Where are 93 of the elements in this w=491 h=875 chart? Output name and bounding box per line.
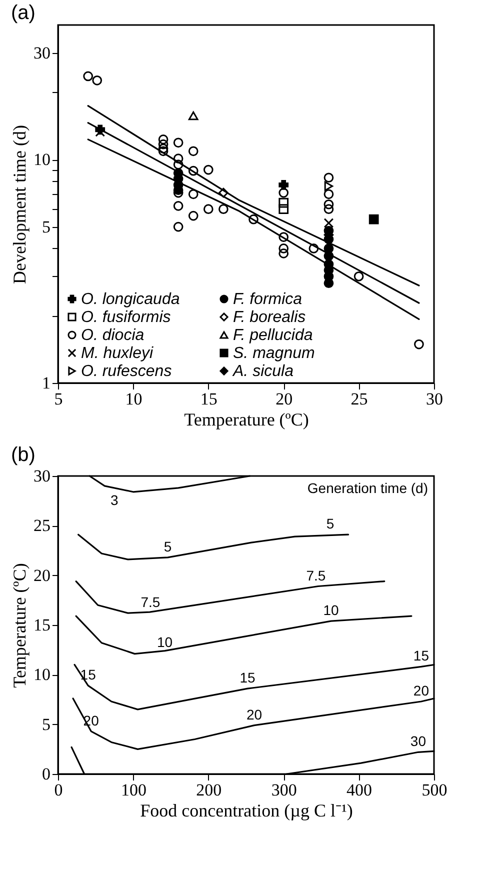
- x-tick-label: 20: [276, 390, 293, 408]
- y-axis-title: Development time (d): [10, 125, 30, 284]
- x-axis-title: Food concentration (µg C l⁻¹): [140, 800, 353, 820]
- point: [203, 204, 214, 214]
- x-tick-label: 300: [271, 780, 297, 800]
- point: [414, 339, 424, 350]
- point: [173, 160, 184, 170]
- legend-label: O. fusiformis: [81, 309, 171, 326]
- y-tick-label: 5: [42, 217, 50, 236]
- point: [278, 188, 289, 198]
- annotation: 5: [326, 516, 334, 532]
- annotation: 30: [410, 733, 426, 750]
- point: [158, 134, 168, 144]
- point: [188, 210, 198, 221]
- y-tick-label: 15: [34, 616, 50, 634]
- x-tick-label: 100: [120, 780, 146, 800]
- point: [218, 204, 228, 214]
- y-axis-title: Temperature (ºC): [10, 563, 30, 688]
- point: [173, 222, 184, 232]
- line-series: [75, 580, 386, 614]
- chart-title: (a): [11, 2, 36, 24]
- legend-label: M. huxleyi: [81, 345, 154, 362]
- annotation: 7.5: [140, 594, 160, 610]
- annotation: 20: [413, 682, 430, 698]
- point: [188, 146, 198, 156]
- y-tick-label: 10: [34, 150, 50, 170]
- annotation: 15: [240, 670, 256, 686]
- point: [173, 154, 184, 164]
- point: [368, 214, 379, 224]
- point: [188, 166, 198, 176]
- legend-label: O. diocia: [81, 327, 144, 344]
- legend-label: F. formica: [233, 291, 302, 308]
- x-tick-label: 30: [426, 390, 443, 408]
- y-tick-label: 20: [34, 566, 50, 585]
- line-series: [75, 615, 412, 655]
- point: [324, 199, 334, 210]
- point: [248, 214, 258, 224]
- point: [158, 139, 168, 150]
- legend-label: F. pellucida: [233, 327, 313, 344]
- point: [324, 181, 334, 192]
- point: [188, 111, 198, 120]
- point: [83, 71, 94, 82]
- y-tick-label: 25: [34, 516, 50, 536]
- y-tick-label: 10: [34, 665, 50, 684]
- point: [354, 271, 364, 282]
- point: [324, 189, 334, 200]
- x-tick-label: 5: [54, 390, 63, 408]
- point: [203, 164, 214, 175]
- annotation: 10: [156, 634, 173, 650]
- point: [324, 204, 334, 214]
- point: [278, 204, 289, 214]
- legend-label: O. rufescens: [81, 363, 172, 380]
- annotation: 15: [413, 648, 430, 664]
- line-series: [78, 534, 350, 560]
- y-tick-label: 30: [34, 466, 50, 486]
- point: [173, 138, 184, 148]
- annotation: 15: [80, 666, 96, 683]
- annotation: 5: [164, 538, 172, 554]
- y-tick-label: 5: [42, 714, 50, 734]
- point: [278, 244, 289, 254]
- y-tick-label: 30: [34, 43, 50, 62]
- chart-title: (b): [11, 444, 36, 466]
- x-tick-label: 400: [346, 780, 372, 800]
- x-tick-label: 15: [200, 390, 218, 408]
- x-tick-label: 500: [422, 780, 448, 800]
- point: [173, 201, 184, 211]
- point: [188, 189, 198, 200]
- point: [324, 172, 334, 183]
- legend-label: S. magnum: [233, 345, 315, 362]
- y-tick-label: 0: [42, 764, 50, 784]
- annotation: Generation time (d): [307, 480, 428, 496]
- annotation: 20: [246, 706, 262, 722]
- x-axis-title: Temperature (ºC): [184, 410, 309, 430]
- annotation: 10: [323, 602, 339, 618]
- point: [278, 180, 289, 190]
- x-tick-label: 0: [54, 780, 63, 800]
- point: [92, 75, 102, 86]
- point: [324, 278, 334, 288]
- legend-label: F. borealis: [233, 309, 306, 326]
- point: [278, 248, 289, 258]
- legend-label: A. sicula: [232, 363, 294, 380]
- legend-label: O. longicauda: [81, 291, 180, 308]
- x-tick-label: 200: [196, 780, 222, 800]
- point: [308, 244, 319, 254]
- x-tick-label: 25: [350, 390, 368, 408]
- point: [324, 218, 334, 228]
- annotation: 7.5: [306, 567, 326, 584]
- annotation: 3: [110, 492, 118, 508]
- point: [278, 232, 289, 242]
- point: [278, 198, 289, 208]
- x-tick-label: 10: [125, 390, 142, 408]
- y-tick-label: 1: [42, 374, 50, 392]
- point: [158, 146, 168, 156]
